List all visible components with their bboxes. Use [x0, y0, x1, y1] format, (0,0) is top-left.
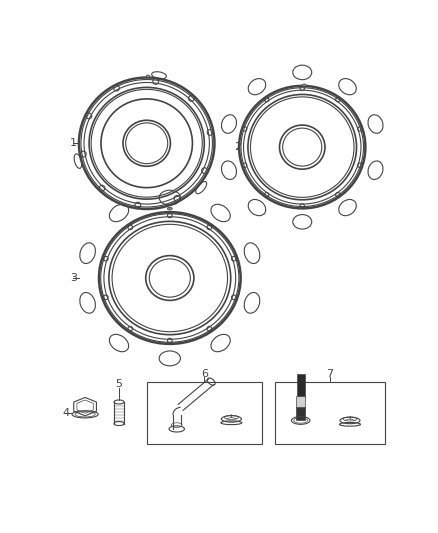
Text: 3: 3	[70, 273, 77, 283]
Ellipse shape	[146, 75, 150, 77]
Bar	[297, 374, 304, 398]
Text: 5: 5	[116, 378, 123, 389]
Text: 1: 1	[70, 138, 77, 148]
Text: 2: 2	[234, 142, 242, 152]
Text: 6: 6	[201, 369, 208, 379]
Bar	[296, 396, 305, 408]
Ellipse shape	[167, 207, 172, 210]
Bar	[147, 382, 262, 443]
Bar	[276, 382, 385, 443]
Text: 7: 7	[326, 369, 333, 379]
Bar	[296, 407, 305, 421]
Ellipse shape	[302, 84, 306, 86]
Text: 4: 4	[62, 408, 69, 418]
